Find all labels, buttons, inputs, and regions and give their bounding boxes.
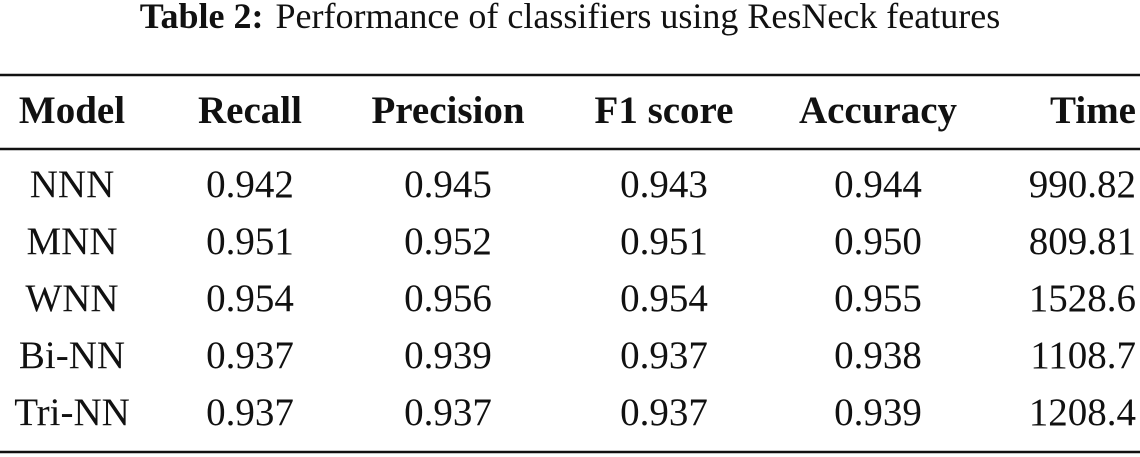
caption-text: Performance of classifiers using ResNeck…: [275, 0, 1000, 36]
table-cell: Tri-NN: [14, 391, 130, 434]
table-cell: WNN: [25, 277, 118, 320]
header-cell: Time: [1050, 89, 1136, 132]
table-cell: 0.938: [834, 334, 922, 377]
table-cell: 0.956: [404, 277, 492, 320]
table-cell: 809.81: [1029, 220, 1136, 263]
table-cell: 0.954: [206, 277, 294, 320]
table-cell: 0.955: [834, 277, 922, 320]
table-cell: 990.82: [1029, 163, 1136, 206]
table-cell: 0.939: [834, 391, 922, 434]
caption: Table 2: Performance of classifiers using…: [140, 0, 1000, 36]
table-cell: 1108.7: [1030, 334, 1136, 377]
table-cell: 0.943: [620, 163, 708, 206]
table-cell: 0.944: [834, 163, 922, 206]
table-cell: Bi-NN: [19, 334, 125, 377]
header-cell: F1 score: [595, 89, 734, 132]
table-cell: 0.954: [620, 277, 708, 320]
table-cell: 1528.6: [1029, 277, 1136, 320]
table-cell: 0.952: [404, 220, 492, 263]
table-cell: 0.937: [206, 334, 294, 377]
table-cell: MNN: [26, 220, 117, 263]
header-cell: Precision: [371, 89, 524, 132]
table-cell: 0.945: [404, 163, 492, 206]
table-cell: 0.951: [620, 220, 708, 263]
header-cell: Recall: [198, 89, 302, 132]
table-cell: 0.942: [206, 163, 294, 206]
table-cell: NNN: [30, 163, 115, 206]
table-cell: 0.937: [620, 391, 708, 434]
header-cell: Accuracy: [799, 89, 958, 132]
table-cell: 1208.4: [1029, 391, 1136, 434]
caption-label: Table 2:: [140, 0, 264, 36]
table-cell: 0.951: [206, 220, 294, 263]
table-cell: 0.937: [620, 334, 708, 377]
table-cell: 0.950: [834, 220, 922, 263]
table-cell: 0.939: [404, 334, 492, 377]
header-cell: Model: [19, 89, 125, 132]
table-cell: 0.937: [404, 391, 492, 434]
table-cell: 0.937: [206, 391, 294, 434]
table-body: Model Recall Precision F1 score Accuracy Time…: [14, 89, 1136, 434]
